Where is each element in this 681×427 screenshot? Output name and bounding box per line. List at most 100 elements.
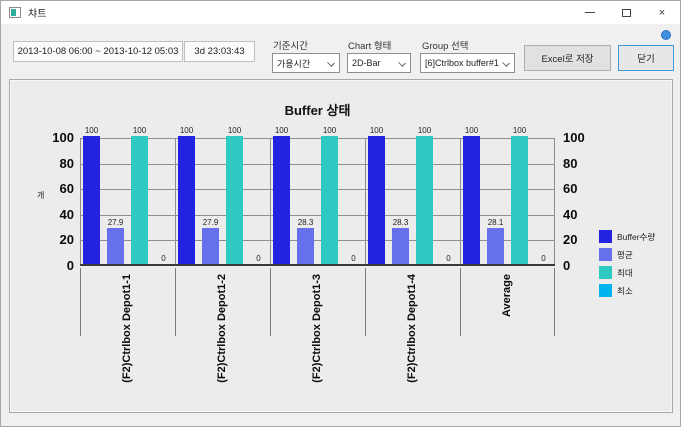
group-select[interactable]: [6]Ctrlbox buffer#1 — [420, 53, 515, 73]
bar-value-label: 100 — [179, 126, 194, 135]
y-axis-tick-label: 80 — [59, 155, 74, 171]
excel-save-button[interactable]: Excel로 저장 — [524, 45, 611, 71]
x-axis-tick — [365, 268, 366, 336]
maximize-icon — [621, 8, 631, 17]
gridline — [460, 138, 461, 264]
legend-label: 평균 — [617, 249, 633, 260]
bar — [321, 136, 338, 264]
chart-panel: Buffer 상태 개 100 27.9 100 0 100 27.9 100 0 100 28.… — [9, 79, 673, 413]
y-axis-unit-label: 개 — [37, 191, 45, 200]
help-icon[interactable] — [661, 30, 671, 40]
app-icon — [9, 7, 21, 18]
bar — [226, 136, 243, 264]
bar-value-label: 0 — [161, 254, 166, 263]
group-select-value: [6]Ctrlbox buffer#1 — [425, 58, 499, 68]
chart-type-value: 2D-Bar — [352, 58, 381, 68]
y-axis-tick-label: 40 — [59, 206, 74, 222]
bar — [178, 136, 195, 264]
x-axis-tick — [554, 268, 555, 336]
y-axis-tick-label: 20 — [59, 232, 74, 248]
bar-value-label: 100 — [322, 126, 337, 135]
chart-type-select[interactable]: 2D-Bar — [347, 53, 411, 73]
chevron-down-icon — [398, 59, 406, 67]
chevron-down-icon — [502, 59, 510, 67]
bar — [511, 136, 528, 264]
legend-item: Buffer수량 — [599, 230, 655, 243]
bar-value-label: 28.3 — [297, 217, 314, 227]
group-select-label: Group 선택 — [422, 41, 469, 52]
x-axis-category-label: Average — [500, 274, 513, 318]
y-axis-tick-label: 0 — [66, 258, 74, 273]
bar-value-label: 0 — [541, 254, 546, 263]
bar-value-label: 100 — [84, 126, 99, 135]
bar — [487, 228, 504, 264]
bar-value-label: 100 — [464, 126, 479, 135]
maximize-button[interactable] — [608, 1, 644, 24]
bar-value-label: 27.9 — [202, 218, 219, 228]
x-axis-tick — [175, 268, 176, 336]
close-button[interactable]: × — [658, 6, 666, 19]
legend-item: 평균 — [599, 248, 655, 261]
bar-value-label: 0 — [256, 254, 261, 263]
y-axis-tick-label: 60 — [563, 181, 578, 197]
legend-swatch — [599, 266, 612, 279]
bar — [297, 227, 314, 264]
x-axis-category-label: (F2)Ctrlbox Depot1-4 — [405, 274, 418, 383]
bar — [83, 136, 100, 264]
bar-value-label: 100 — [512, 126, 527, 135]
titlebar: 챠트 × — [1, 1, 680, 24]
legend-swatch — [599, 230, 612, 243]
base-time-label: 기준시간 — [273, 41, 308, 52]
date-range-box[interactable]: 2013-10-08 06:00 ~ 2013-10-12 05:03 — [13, 41, 183, 62]
duration-box[interactable]: 3d 23:03:43 — [184, 41, 255, 62]
bar-value-label: 28.1 — [487, 218, 504, 228]
bar — [107, 228, 124, 264]
gridline — [80, 240, 555, 242]
legend-label: Buffer수량 — [617, 231, 656, 242]
base-time-value: 가용시간 — [277, 58, 311, 69]
bar-value-label: 27.9 — [107, 218, 124, 228]
x-axis-tick — [270, 268, 271, 336]
legend-label: 최대 — [617, 267, 633, 278]
legend-swatch — [599, 248, 612, 261]
bar-value-label: 100 — [369, 126, 384, 135]
plot-area: 100 27.9 100 0 100 27.9 100 0 100 28.3 100 0 100 28.3… — [80, 126, 555, 266]
bar — [131, 136, 148, 264]
y-axis-tick-label: 100 — [52, 130, 74, 145]
minimize-button[interactable] — [572, 1, 608, 24]
bar — [202, 228, 219, 264]
y-axis-tick-label: 0 — [563, 258, 571, 273]
y-axis-tick-label: 60 — [59, 181, 74, 197]
bar-value-label: 0 — [351, 254, 356, 263]
y-axis-tick-label: 20 — [563, 232, 578, 248]
bar-value-label: 100 — [227, 126, 242, 135]
legend-item: 최소 — [599, 284, 655, 297]
bar — [463, 136, 480, 264]
minimize-icon — [585, 12, 595, 13]
legend-item: 최대 — [599, 266, 655, 279]
gridline — [80, 138, 81, 264]
gridline — [80, 214, 555, 216]
bar — [273, 136, 290, 264]
legend-swatch — [599, 284, 612, 297]
legend-label: 최소 — [617, 285, 633, 296]
x-axis-tick — [460, 268, 461, 336]
x-axis-tick — [80, 268, 81, 336]
gridline — [365, 138, 366, 264]
window-title: 챠트 — [28, 9, 47, 20]
chart-title: Buffer 상태 — [284, 103, 351, 118]
x-axis-category-label: (F2)Ctrlbox Depot1-1 — [120, 274, 133, 383]
bar-value-label: 28.3 — [392, 217, 409, 227]
base-time-select[interactable]: 가용시간 — [272, 53, 340, 73]
close-dialog-button[interactable]: 닫기 — [618, 45, 674, 71]
y-axis-tick-label: 80 — [563, 155, 578, 171]
gridline — [80, 138, 555, 139]
x-axis-category-label: (F2)Ctrlbox Depot1-2 — [215, 274, 228, 383]
chart-type-label: Chart 형태 — [348, 41, 392, 52]
bar — [416, 136, 433, 264]
bar-value-label: 100 — [132, 126, 147, 135]
gridline — [270, 138, 271, 264]
y-axis-tick-label: 100 — [563, 130, 585, 145]
